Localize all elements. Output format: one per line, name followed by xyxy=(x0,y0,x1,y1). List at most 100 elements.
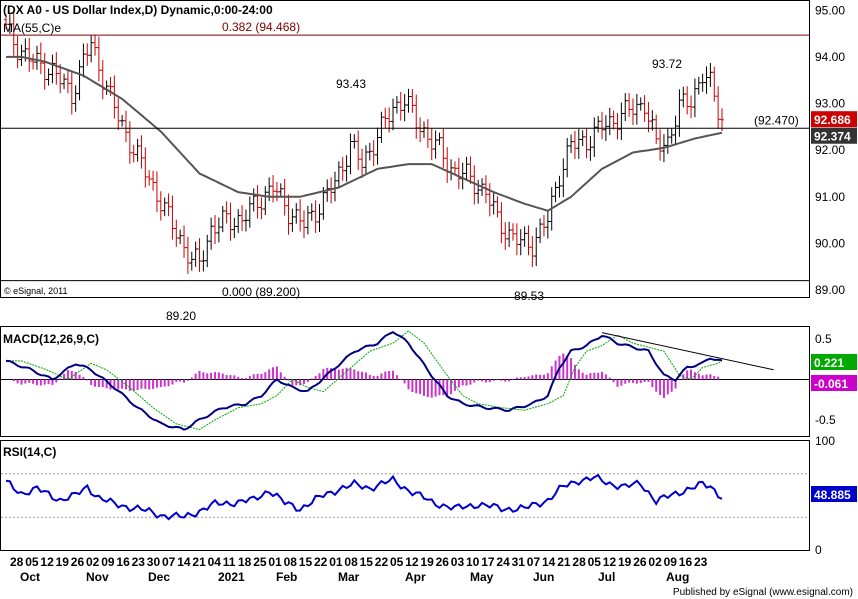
price-bar xyxy=(460,162,465,190)
x-month-label: Nov xyxy=(86,570,109,584)
price-bar xyxy=(135,138,140,162)
x-day-label: 11 xyxy=(223,555,236,569)
price-bar xyxy=(627,93,632,117)
price-levels: 0.382 (94.468) (92.470) 93.72 93.43 0.000 (8… xyxy=(1,20,809,323)
price-bar xyxy=(677,89,682,137)
price-bar xyxy=(634,93,639,125)
macd-panel-frame xyxy=(0,326,810,437)
price-bar xyxy=(236,209,241,233)
price-bar xyxy=(271,175,276,203)
price-bar xyxy=(371,140,376,166)
x-day-label: 16 xyxy=(679,555,693,569)
x-day-label: 10 xyxy=(466,555,480,569)
price-bar xyxy=(596,115,601,133)
price-bar xyxy=(654,114,659,144)
signal-value-badge xyxy=(811,375,857,391)
rsi-title: RSI(14,C) xyxy=(3,445,56,459)
price-bar xyxy=(418,117,423,142)
x-month-label: Feb xyxy=(276,570,297,584)
rsi-value-badge-text: 48.885 xyxy=(814,488,851,502)
price-bar xyxy=(77,60,82,101)
price-bar xyxy=(154,171,159,213)
price-bar xyxy=(309,203,314,221)
price-bar xyxy=(518,229,523,256)
x-day-label: 15 xyxy=(299,555,313,569)
price-tick-label: 94.00 xyxy=(815,50,845,64)
price-bar xyxy=(433,130,438,159)
price-bar xyxy=(19,44,24,67)
value-badges: 92.686 92.374 0.221 -0.061 48.885 xyxy=(811,111,857,502)
price-bar xyxy=(623,93,628,122)
price-bar xyxy=(414,94,419,139)
price-bar xyxy=(216,217,221,243)
price-bar xyxy=(352,134,357,149)
price-bar xyxy=(391,98,396,131)
x-day-label: 26 xyxy=(633,555,647,569)
signal-value-badge-text: -0.061 xyxy=(814,377,848,391)
price-bar xyxy=(526,225,531,256)
price-bar xyxy=(336,161,341,187)
price-bar xyxy=(541,214,546,237)
price-bar xyxy=(464,156,469,181)
price-annotation: 89.53 xyxy=(514,289,544,303)
x-day-label: 12 xyxy=(603,555,617,569)
price-bar xyxy=(290,208,295,232)
price-bar xyxy=(294,203,299,224)
price-bar xyxy=(54,52,59,85)
x-axis: 28 05 12 19 26 02 09 16 23 30 07 14 21 04 11 18 25 01 08 15… xyxy=(10,555,708,584)
price-bar xyxy=(600,111,605,140)
x-day-label: 02 xyxy=(86,555,100,569)
price-bar xyxy=(38,42,43,75)
x-day-label: 17 xyxy=(481,555,495,569)
price-bar xyxy=(553,181,558,203)
price-bar xyxy=(65,69,70,94)
x-day-label: 01 xyxy=(329,555,343,569)
price-tick-label: 90.00 xyxy=(815,236,845,250)
x-day-label: 02 xyxy=(648,555,662,569)
price-bar xyxy=(116,98,121,130)
macd-title: MACD(12,26,9,C) xyxy=(3,332,99,346)
price-bar xyxy=(205,234,210,268)
price-bar xyxy=(665,128,670,154)
price-bar xyxy=(243,209,248,232)
price-bar xyxy=(69,72,74,115)
price-bar xyxy=(34,45,39,70)
rsi-value-badge xyxy=(811,486,857,502)
x-day-label: 21 xyxy=(192,555,206,569)
chart-title: (DX A0 - US Dollar Index,D) Dynamic,0:00… xyxy=(3,3,273,17)
price-tick-label: 95.00 xyxy=(815,3,845,17)
price-bar xyxy=(123,110,128,143)
x-day-label: 08 xyxy=(284,555,298,569)
price-bar xyxy=(162,197,167,217)
ma-legend: MA(55,C)e xyxy=(3,21,61,35)
price-bar xyxy=(197,238,202,272)
price-bar xyxy=(507,221,512,248)
price-tick-label: 93.00 xyxy=(815,97,845,111)
x-day-label: 04 xyxy=(208,555,222,569)
price-bar xyxy=(96,36,101,82)
price-bar xyxy=(193,241,198,267)
x-day-label: 30 xyxy=(147,555,161,569)
x-day-label: 31 xyxy=(512,555,526,569)
price-bar xyxy=(27,38,32,72)
ma-line xyxy=(6,55,723,212)
price-bar xyxy=(224,201,229,224)
price-bar xyxy=(638,97,643,111)
price-bar xyxy=(100,60,105,100)
x-day-label: 24 xyxy=(496,555,510,569)
price-bar xyxy=(630,98,635,126)
price-bar xyxy=(189,251,194,271)
price-bar xyxy=(708,62,713,87)
rsi-y-axis: 100 0 xyxy=(1,434,835,557)
price-bar xyxy=(410,89,415,113)
price-bar xyxy=(232,217,237,239)
price-bar xyxy=(228,202,233,241)
rsi-tick-label: 100 xyxy=(815,434,835,448)
price-bar xyxy=(452,161,457,175)
price-bar xyxy=(356,130,361,170)
price-bar xyxy=(263,186,268,215)
price-bar xyxy=(139,135,144,169)
x-day-label: 28 xyxy=(10,555,24,569)
price-bar xyxy=(4,14,8,30)
price-bar xyxy=(251,188,256,212)
